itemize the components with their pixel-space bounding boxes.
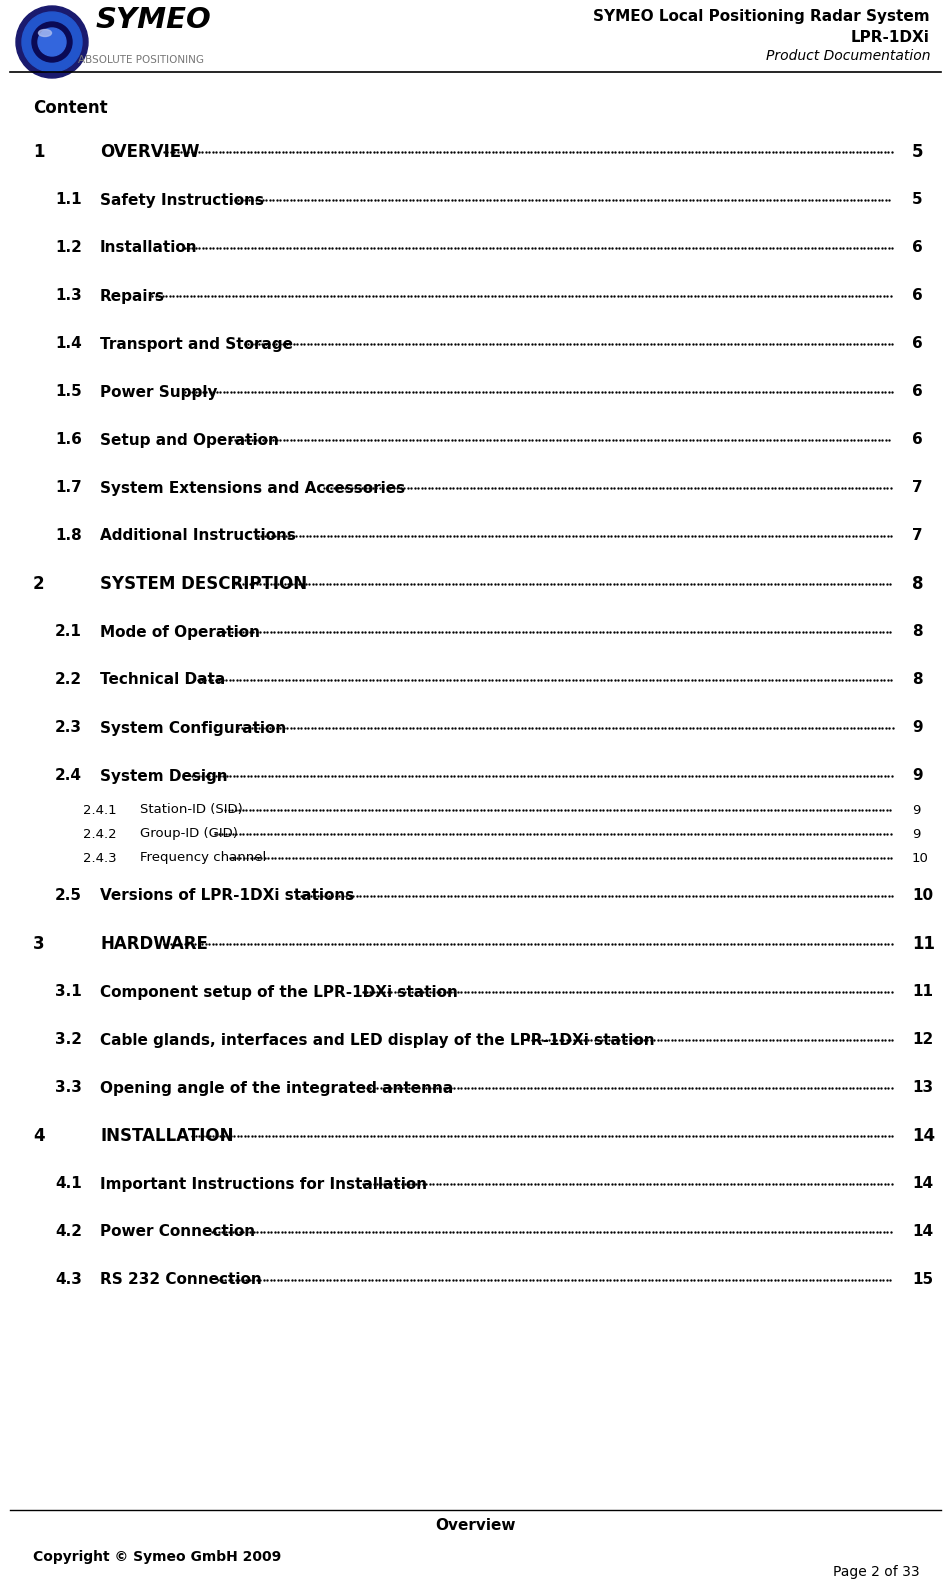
Text: 7: 7: [912, 481, 922, 495]
Text: 14: 14: [912, 1225, 933, 1239]
Text: Versions of LPR-1DXi stations: Versions of LPR-1DXi stations: [100, 889, 355, 903]
Text: 13: 13: [912, 1080, 933, 1096]
Text: Opening angle of the integrated antenna: Opening angle of the integrated antenna: [100, 1080, 454, 1096]
Text: Technical Data: Technical Data: [100, 672, 225, 688]
Text: 15: 15: [912, 1273, 933, 1287]
Text: 2.4: 2.4: [55, 768, 82, 784]
Text: 3.2: 3.2: [55, 1032, 82, 1048]
Text: 7: 7: [912, 529, 922, 543]
Text: Product Documentation: Product Documentation: [766, 49, 930, 64]
Text: 12: 12: [912, 1032, 933, 1048]
Text: 3.3: 3.3: [55, 1080, 82, 1096]
Text: 1.7: 1.7: [55, 481, 82, 495]
Text: 2: 2: [33, 575, 45, 593]
Text: Group-ID (GID): Group-ID (GID): [140, 827, 238, 841]
Text: Content: Content: [33, 99, 107, 116]
Text: Setup and Operation: Setup and Operation: [100, 433, 279, 448]
Text: Transport and Storage: Transport and Storage: [100, 336, 293, 352]
Text: INSTALLATION: INSTALLATION: [100, 1126, 234, 1145]
Text: 3: 3: [33, 935, 45, 953]
Text: System Design: System Design: [100, 768, 227, 784]
Text: 6: 6: [912, 241, 922, 255]
Text: 9: 9: [912, 768, 922, 784]
Text: 10: 10: [912, 852, 929, 865]
Text: SYSTEM DESCRIPTION: SYSTEM DESCRIPTION: [100, 575, 307, 593]
Text: 4: 4: [33, 1126, 45, 1145]
Text: 1.2: 1.2: [55, 241, 82, 255]
Text: 10: 10: [912, 889, 933, 903]
Text: Copyright © Symeo GmbH 2009: Copyright © Symeo GmbH 2009: [33, 1550, 281, 1564]
Text: LPR-1DXi: LPR-1DXi: [851, 30, 930, 45]
Text: 4.2: 4.2: [55, 1225, 82, 1239]
Text: 8: 8: [912, 672, 922, 688]
Text: Power Connection: Power Connection: [100, 1225, 255, 1239]
Text: 9: 9: [912, 827, 921, 841]
Text: Frequency channel: Frequency channel: [140, 852, 266, 865]
Text: Mode of Operation: Mode of Operation: [100, 624, 260, 639]
Text: Safety Instructions: Safety Instructions: [100, 193, 264, 207]
Circle shape: [16, 6, 88, 78]
Text: 1.1: 1.1: [55, 193, 82, 207]
Text: 4.1: 4.1: [55, 1177, 82, 1192]
Text: 6: 6: [912, 433, 922, 448]
Text: 14: 14: [912, 1177, 933, 1192]
Text: 11: 11: [912, 984, 933, 999]
Text: 3.1: 3.1: [55, 984, 82, 999]
Ellipse shape: [38, 30, 51, 37]
Text: 2.1: 2.1: [55, 624, 82, 639]
Text: HARDWARE: HARDWARE: [100, 935, 208, 953]
Text: 1.6: 1.6: [55, 433, 82, 448]
Text: 1: 1: [33, 143, 45, 161]
Text: 2.4.3: 2.4.3: [83, 852, 117, 865]
Text: System Configuration: System Configuration: [100, 720, 286, 736]
Text: 1.3: 1.3: [55, 288, 82, 304]
Text: 2.4.2: 2.4.2: [83, 827, 117, 841]
Text: SYMEO Local Positioning Radar System: SYMEO Local Positioning Radar System: [593, 10, 930, 24]
Text: 1.5: 1.5: [55, 384, 82, 400]
Text: Power Supply: Power Supply: [100, 384, 218, 400]
Text: 14: 14: [912, 1126, 935, 1145]
Text: Overview: Overview: [435, 1518, 515, 1534]
Text: RS 232 Connection: RS 232 Connection: [100, 1273, 262, 1287]
Text: 6: 6: [912, 336, 922, 352]
Text: Installation: Installation: [100, 241, 198, 255]
Text: Cable glands, interfaces and LED display of the LPR-1DXi station: Cable glands, interfaces and LED display…: [100, 1032, 654, 1048]
Text: 8: 8: [912, 624, 922, 639]
Circle shape: [32, 22, 72, 62]
Text: Station-ID (SID): Station-ID (SID): [140, 803, 243, 817]
Text: 2.2: 2.2: [55, 672, 82, 688]
Text: 4.3: 4.3: [55, 1273, 82, 1287]
Text: 5: 5: [912, 143, 923, 161]
Text: 1.8: 1.8: [55, 529, 82, 543]
Text: 8: 8: [912, 575, 923, 593]
Text: 6: 6: [912, 288, 922, 304]
Text: ABSOLUTE POSITIONING: ABSOLUTE POSITIONING: [78, 56, 204, 65]
Circle shape: [22, 13, 82, 72]
Text: Page 2 of 33: Page 2 of 33: [833, 1564, 920, 1579]
Text: Additional Instructions: Additional Instructions: [100, 529, 296, 543]
Text: 9: 9: [912, 720, 922, 736]
Text: Repairs: Repairs: [100, 288, 165, 304]
Text: 2.3: 2.3: [55, 720, 82, 736]
Text: SYMEO: SYMEO: [96, 6, 212, 33]
Text: System Extensions and Accessories: System Extensions and Accessories: [100, 481, 405, 495]
Text: 2.5: 2.5: [55, 889, 82, 903]
Text: 11: 11: [912, 935, 935, 953]
Text: 9: 9: [912, 803, 921, 817]
Text: OVERVIEW: OVERVIEW: [100, 143, 200, 161]
Text: Component setup of the LPR-1DXi station: Component setup of the LPR-1DXi station: [100, 984, 457, 999]
Text: 1.4: 1.4: [55, 336, 82, 352]
Text: 6: 6: [912, 384, 922, 400]
Text: Important Instructions for Installation: Important Instructions for Installation: [100, 1177, 427, 1192]
Text: 2.4.1: 2.4.1: [83, 803, 117, 817]
Text: 5: 5: [912, 193, 922, 207]
Circle shape: [38, 29, 66, 56]
